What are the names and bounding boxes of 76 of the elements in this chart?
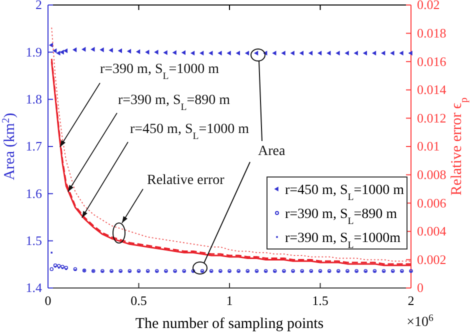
- point: [344, 50, 349, 56]
- x-axis-title: The number of sampling points: [135, 316, 324, 332]
- point: [281, 50, 286, 56]
- point: [56, 50, 60, 56]
- point: [108, 48, 113, 53]
- point: [236, 50, 240, 56]
- y-tick-label: 1.8: [26, 91, 42, 106]
- point: [290, 50, 294, 56]
- y-tick-label: 2: [36, 0, 42, 12]
- point: [118, 48, 122, 54]
- point: [272, 50, 276, 56]
- point: [50, 267, 54, 272]
- point: [362, 50, 368, 56]
- y2-tick-label: 0.02: [417, 0, 440, 12]
- y2-tick-label: 0.004: [417, 224, 447, 239]
- point: [60, 50, 64, 55]
- y-tick-label: 1.6: [26, 186, 42, 201]
- point: [299, 50, 304, 56]
- x-tick-label: 0.5: [130, 293, 147, 308]
- annotation: Relative error: [147, 173, 225, 188]
- x-tick-label: 1.5: [312, 293, 328, 308]
- point: [53, 263, 58, 268]
- annotation: r=450 m, S$_{L}$=1000 m: [130, 122, 250, 142]
- y-tick-label: 1.5: [26, 232, 42, 248]
- point: [82, 46, 86, 52]
- x-tick-label: 2: [408, 293, 414, 308]
- point: [56, 264, 61, 268]
- point: [163, 50, 168, 56]
- y2-tick-label: 0.016: [417, 54, 447, 69]
- legend-label: r=390 m, S$_{L}$=890 m: [285, 207, 398, 226]
- y-tick-label: 1.9: [26, 44, 42, 60]
- annotation: Area: [258, 144, 286, 159]
- point: [381, 50, 386, 56]
- point: [136, 49, 140, 54]
- point: [317, 50, 322, 56]
- point: [181, 50, 186, 56]
- y2-tick-label: 0: [417, 280, 424, 296]
- point: [336, 50, 340, 56]
- point: [308, 50, 313, 56]
- point: [100, 47, 104, 52]
- point: [354, 50, 358, 56]
- y-tick-label: 1.7: [26, 138, 42, 154]
- point: [60, 264, 64, 269]
- y2-tick-label: 0.008: [417, 166, 446, 182]
- legend-label: r=390 m, S$_{L}$=1000m: [285, 231, 401, 250]
- y2-tick-label: 0.002: [417, 252, 446, 267]
- point: [172, 50, 176, 56]
- point: [154, 50, 158, 55]
- point: [52, 48, 57, 54]
- point: [408, 50, 412, 56]
- point: [218, 50, 222, 56]
- point: [126, 48, 132, 54]
- point: [200, 50, 204, 56]
- point: [64, 266, 68, 270]
- text: ×10$^{6}$: [406, 312, 434, 330]
- point: [190, 50, 195, 56]
- point: [372, 50, 376, 56]
- y2-tick-label: 0.01: [417, 138, 440, 154]
- y-tick-label: 1.4: [26, 280, 42, 296]
- x-tick-label: 0: [44, 293, 52, 308]
- y2-tick-label: 0.018: [417, 25, 446, 40]
- point: [48, 42, 54, 48]
- point: [63, 48, 68, 54]
- point: [399, 50, 404, 56]
- legend-label: r=450 m, S$_{L}$=1000 m: [285, 183, 404, 202]
- point: [226, 50, 231, 56]
- y2-tick-label: 0.014: [417, 82, 447, 98]
- y2-tick-label: 0.012: [417, 110, 446, 126]
- x-tick-label: 1: [226, 293, 233, 308]
- point: [244, 50, 250, 56]
- point: [90, 46, 95, 52]
- y2-tick-label: 0.006: [417, 195, 447, 210]
- point: [145, 50, 150, 55]
- annotation: r=390 m, S$_{L}$=1000 m: [100, 62, 220, 82]
- point: [72, 47, 77, 52]
- annotation: r=390 m, S$_{L}$=890 m: [118, 93, 230, 112]
